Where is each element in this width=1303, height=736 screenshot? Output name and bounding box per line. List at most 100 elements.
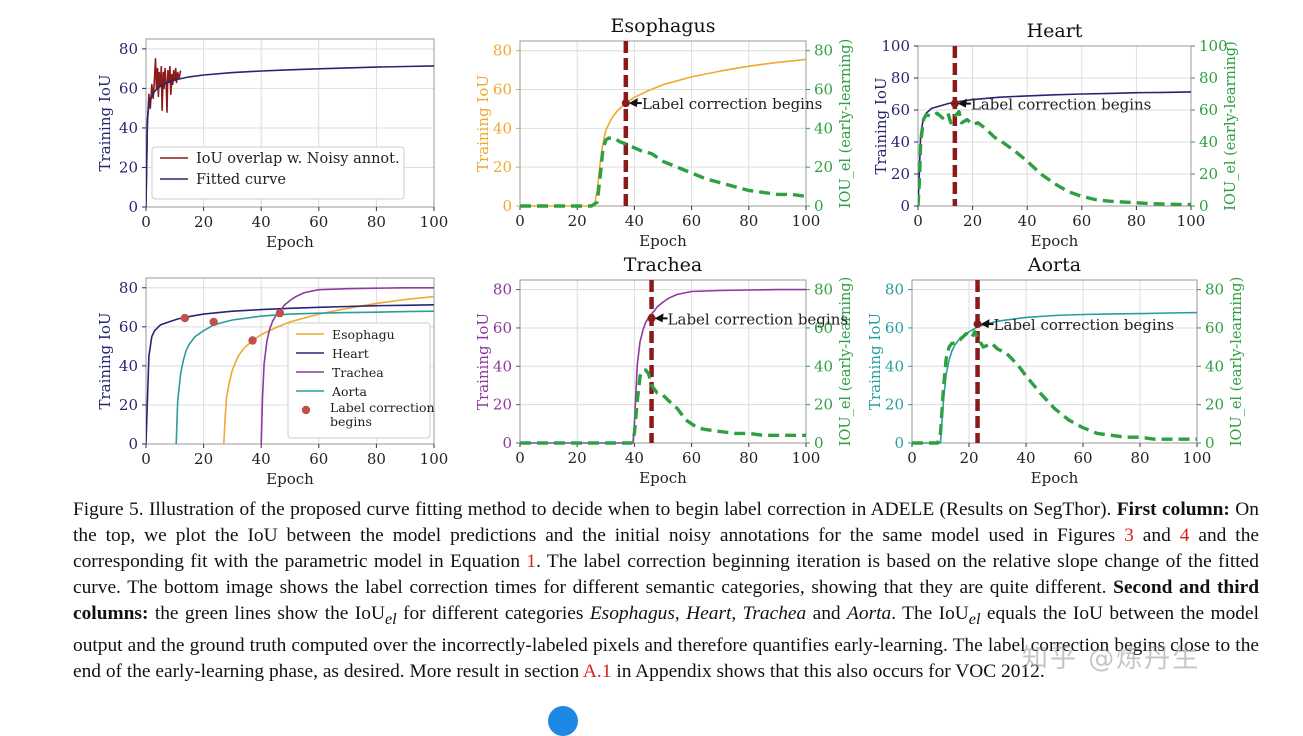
label-correction-point	[180, 313, 190, 323]
y2-axis-label: IOU_el (early-learning)	[1229, 277, 1245, 447]
y-tick-label: 60	[493, 81, 512, 99]
equation-ref-1[interactable]: 1	[526, 551, 537, 572]
series-line-2	[912, 330, 1197, 445]
series-line-2	[146, 65, 434, 208]
y-tick-label: 80	[119, 40, 138, 58]
x-tick-label: 100	[792, 212, 821, 230]
y-tick-label: 40	[119, 357, 138, 375]
x-tick-label: 40	[252, 213, 271, 231]
marker-point	[621, 99, 630, 108]
x-axis-label: Epoch	[1031, 232, 1079, 250]
x-tick-label: 40	[625, 449, 644, 467]
y2-tick-label: 0	[1205, 434, 1215, 452]
plot-frame	[145, 38, 435, 208]
y2-tick-label: 40	[1205, 357, 1224, 375]
y-tick-label: 60	[119, 318, 138, 336]
x-tick-label: 0	[515, 449, 525, 467]
y2-tick-label: 60	[1199, 101, 1218, 119]
chart-panel-1: 0 20 40 60 80 100 0 20 40 60 80 Epoch Training IoU Io…	[96, 38, 448, 251]
x-tick-label: 100	[420, 450, 449, 468]
x-tick-label: 60	[309, 450, 328, 468]
plot-frame	[145, 277, 435, 445]
figure-label: Figure 5.	[73, 499, 144, 520]
y-tick-label: 20	[885, 396, 904, 414]
x-tick-label: 100	[1183, 449, 1212, 467]
chart-title: Aorta	[1027, 254, 1081, 276]
x-tick-label: 20	[194, 450, 213, 468]
y-tick-label: 40	[891, 133, 910, 151]
y-tick-label: 80	[885, 281, 904, 299]
x-axis-label: Epoch	[266, 233, 314, 251]
x-tick-label: 0	[515, 212, 525, 230]
y-tick-label: 80	[119, 279, 138, 297]
figure-caption: Figure 5. Illustration of the proposed c…	[73, 499, 1259, 682]
x-tick-label: 0	[907, 449, 917, 467]
x-tick-label: 0	[141, 213, 151, 231]
y-tick-label: 100	[881, 37, 910, 55]
figure-ref-3[interactable]: 3	[1124, 525, 1134, 546]
legend-label: Heart	[332, 346, 369, 361]
series-line-1	[520, 288, 806, 444]
y2-axis-label: IOU_el (early-learning)	[838, 39, 854, 209]
legend-label: Aorta	[331, 384, 368, 399]
annotation-text: Label correction begins	[971, 96, 1152, 114]
y-tick-label: 60	[891, 101, 910, 119]
y-tick-label: 20	[119, 396, 138, 414]
y2-tick-label: 0	[814, 197, 824, 215]
label-correction-point	[209, 317, 218, 327]
floating-action-icon[interactable]	[548, 706, 578, 736]
annotation-text: Label correction begins	[642, 95, 823, 113]
y2-tick-label: 20	[814, 158, 833, 176]
y-axis-label: Training IoU	[96, 312, 114, 409]
marker-point	[647, 314, 656, 323]
y-axis-label: Training IoU	[96, 74, 114, 171]
y-axis-label: Training IoU	[866, 313, 884, 410]
x-tick-label: 40	[625, 212, 644, 230]
chart-panel-5: 0 20 40 60 80 100020406080020406080EpochTrain…	[474, 254, 854, 487]
y2-tick-label: 0	[814, 434, 824, 452]
chart-title: Trachea	[624, 254, 703, 276]
x-tick-label: 60	[309, 213, 328, 231]
chart-panel-4: 0 20 40 60 80 100 0 20 40 60 80 Epoch Training IoU Es…	[96, 277, 449, 488]
y2-tick-label: 20	[1205, 396, 1224, 414]
x-tick-label: 80	[739, 212, 758, 230]
label-correction-point	[248, 336, 257, 345]
x-tick-label: 20	[959, 449, 978, 467]
y-tick-label: 60	[119, 79, 138, 97]
y-tick-label: 40	[493, 357, 512, 375]
y-tick-label: 20	[891, 165, 910, 183]
legend-label: IoU overlap w. Noisy annot.	[196, 151, 400, 167]
legend-label: Label correction begins	[330, 400, 435, 429]
legend-label: Esophagu	[332, 327, 395, 342]
y2-tick-label: 0	[1199, 197, 1209, 215]
y-tick-label: 40	[119, 119, 138, 137]
legend-label: Fitted curve	[196, 172, 286, 188]
x-tick-label: 40	[1018, 212, 1037, 230]
x-tick-label: 60	[1073, 449, 1092, 467]
y-tick-label: 80	[493, 281, 512, 299]
y-tick-label: 0	[502, 197, 512, 215]
plot-frame	[519, 40, 807, 207]
figure-ref-4[interactable]: 4	[1179, 525, 1190, 546]
y-tick-label: 0	[128, 435, 138, 453]
y-tick-label: 80	[493, 42, 512, 60]
y-tick-label: 0	[900, 197, 910, 215]
y-tick-label: 0	[502, 434, 512, 452]
y2-tick-label: 20	[1199, 165, 1218, 183]
caption-bold-second-third-columns: Second and third columns:	[73, 577, 1259, 624]
annotation-text: Label correction begins	[668, 310, 849, 328]
y-axis-label: Training IoU	[474, 75, 492, 172]
annotation-text: Label correction begins	[994, 316, 1175, 334]
legend-label: Trachea	[332, 365, 384, 380]
x-axis-label: Epoch	[639, 469, 687, 487]
x-tick-label: 60	[682, 449, 701, 467]
y2-tick-label: 80	[1205, 281, 1224, 299]
y-tick-label: 40	[885, 357, 904, 375]
section-ref-a1[interactable]: A.1	[582, 660, 612, 682]
x-tick-label: 80	[1127, 212, 1146, 230]
series-line-2	[520, 136, 806, 208]
y2-tick-label: 40	[1199, 133, 1218, 151]
y2-axis-label: IOU_el (early-learning)	[838, 277, 854, 447]
chart-panel-2: 0 20 40 60 80 100020406080020406080EpochTrain…	[474, 15, 854, 250]
y2-tick-label: 60	[814, 81, 833, 99]
